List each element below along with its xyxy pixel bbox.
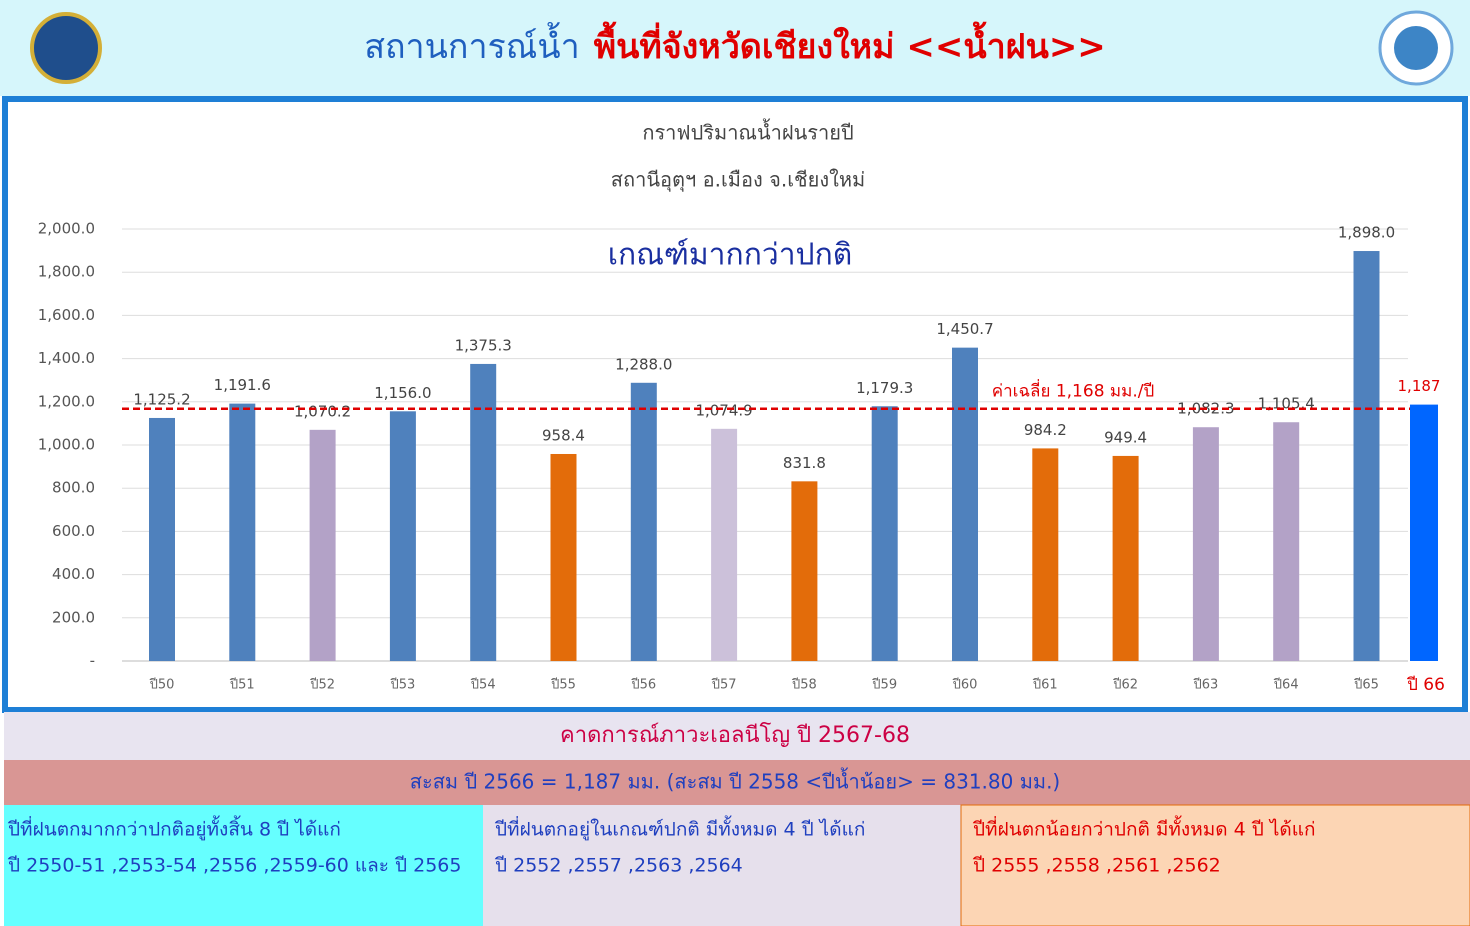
bar bbox=[229, 403, 256, 661]
x-tick-label: ปี50 bbox=[149, 677, 175, 693]
bar bbox=[1353, 251, 1380, 662]
x-tick-label: ปี65 bbox=[1353, 677, 1379, 693]
title-part2: พื้นที่จังหวัดเชียงใหม่ <<น้ำฝน>> bbox=[594, 21, 1106, 67]
cumulative-bg bbox=[4, 760, 1470, 805]
logo-right-mark bbox=[1394, 26, 1438, 70]
value-label: 949.4 bbox=[1104, 428, 1147, 446]
value-label: 1,898.0 bbox=[1338, 224, 1395, 242]
bar bbox=[630, 382, 657, 661]
box-title: ปีที่ฝนตกอยู่ในเกณฑ์ปกติ มีทั้งหมด 4 ปี … bbox=[494, 816, 865, 841]
value-label: 1,187 bbox=[1398, 377, 1441, 395]
x-tick-label: ปี52 bbox=[309, 677, 335, 693]
bar bbox=[550, 453, 577, 661]
bar bbox=[309, 429, 336, 661]
bar bbox=[470, 363, 497, 661]
value-label: 1,070.2 bbox=[294, 402, 351, 420]
x-tick-label: ปี57 bbox=[711, 677, 737, 693]
y-tick-label: 800.0 bbox=[52, 479, 95, 497]
y-tick-label: - bbox=[90, 652, 95, 670]
chart-subtitle: สถานีอุตุฯ อ.เมือง จ.เชียงใหม่ bbox=[611, 168, 865, 193]
bar bbox=[871, 406, 898, 661]
box-title: ปีที่ฝนตกน้อยกว่าปกติ มีทั้งหมด 4 ปี ได้… bbox=[972, 816, 1315, 841]
header-bg bbox=[0, 0, 1470, 96]
bar bbox=[711, 428, 738, 661]
box-bg bbox=[483, 805, 961, 926]
y-tick-label: 1,600.0 bbox=[38, 306, 95, 324]
forecast: คาดการณ์ภาวะเอลนีโญ ปี 2567-68 bbox=[560, 722, 910, 748]
y-tick-label: 200.0 bbox=[52, 608, 95, 626]
value-label: 984.2 bbox=[1024, 421, 1067, 439]
y-tick-label: 1,800.0 bbox=[38, 263, 95, 281]
value-label: 1,074.9 bbox=[695, 401, 752, 419]
box-text: ปี 2555 ,2558 ,2561 ,2562 bbox=[972, 855, 1221, 877]
y-tick-label: 400.0 bbox=[52, 565, 95, 583]
box-text: ปี 2550-51 ,2553-54 ,2556 ,2559-60 และ ป… bbox=[7, 855, 461, 877]
y-tick-label: 1,400.0 bbox=[38, 349, 95, 367]
y-tick-label: 1,000.0 bbox=[38, 436, 95, 454]
box-bg bbox=[4, 805, 483, 926]
value-label: 1,450.7 bbox=[936, 320, 993, 338]
value-label: 1,288.0 bbox=[615, 355, 672, 373]
value-label: 1,105.4 bbox=[1258, 395, 1315, 413]
x-tick-label: ปี60 bbox=[952, 677, 978, 693]
x-tick-label: ปี64 bbox=[1273, 677, 1299, 693]
x-tick-label: ปี55 bbox=[550, 677, 576, 693]
x-tick-label: ปี59 bbox=[871, 677, 897, 693]
value-label: 1,125.2 bbox=[133, 390, 190, 408]
box-bg bbox=[960, 804, 1470, 926]
value-label: 831.8 bbox=[783, 454, 826, 472]
x-tick-label: ปี51 bbox=[229, 677, 255, 693]
x-tick-label: ปี61 bbox=[1032, 677, 1058, 693]
cumulative: สะสม ปี 2566 = 1,187 มม. (สะสม ปี 2558 <… bbox=[410, 768, 1060, 794]
chart-title: กราฟปริมาณน้ำฝนรายปี bbox=[642, 119, 853, 145]
value-label: 1,191.6 bbox=[214, 376, 271, 394]
y-tick-label: 600.0 bbox=[52, 522, 95, 540]
bar bbox=[1192, 427, 1219, 661]
header-title: สถานการณ์น้ำ พื้นที่จังหวัดเชียงใหม่ <<น้… bbox=[364, 21, 1106, 67]
value-label: 1,156.0 bbox=[374, 384, 431, 402]
forecast-bg bbox=[4, 712, 1470, 760]
bar bbox=[1273, 422, 1300, 661]
bar bbox=[389, 411, 416, 661]
y-tick-label: 2,000.0 bbox=[38, 220, 95, 238]
x-tick-label: ปี54 bbox=[470, 677, 496, 693]
bar bbox=[1032, 448, 1059, 661]
x-tick-label: ปี53 bbox=[389, 677, 415, 693]
x-tick-label: ปี63 bbox=[1192, 677, 1218, 693]
bar bbox=[952, 347, 978, 661]
value-label: 958.4 bbox=[542, 426, 585, 444]
value-label: 1,179.3 bbox=[856, 379, 913, 397]
bar bbox=[1410, 404, 1438, 661]
bar bbox=[1112, 455, 1139, 661]
logo-left bbox=[30, 12, 102, 84]
value-label: 1,375.3 bbox=[455, 336, 512, 354]
x-tick-label: ปี 66 bbox=[1406, 675, 1445, 695]
bar bbox=[149, 417, 175, 661]
reference-label: ค่าเฉลี่ย 1,168 มม./ปี bbox=[992, 379, 1155, 402]
bar bbox=[791, 481, 818, 661]
annotation: เกณฑ์มากกว่าปกติ bbox=[608, 238, 852, 273]
x-tick-label: ปี56 bbox=[630, 677, 656, 693]
y-tick-label: 1,200.0 bbox=[38, 392, 95, 410]
title-part1: สถานการณ์น้ำ bbox=[364, 22, 580, 67]
x-tick-label: ปี62 bbox=[1112, 677, 1138, 693]
box-text: ปี 2552 ,2557 ,2563 ,2564 bbox=[494, 855, 743, 877]
x-tick-label: ปี58 bbox=[791, 677, 817, 693]
box-title: ปีที่ฝนตกมากกว่าปกติอยู่ทั้งสิ้น 8 ปี ได… bbox=[7, 816, 341, 841]
